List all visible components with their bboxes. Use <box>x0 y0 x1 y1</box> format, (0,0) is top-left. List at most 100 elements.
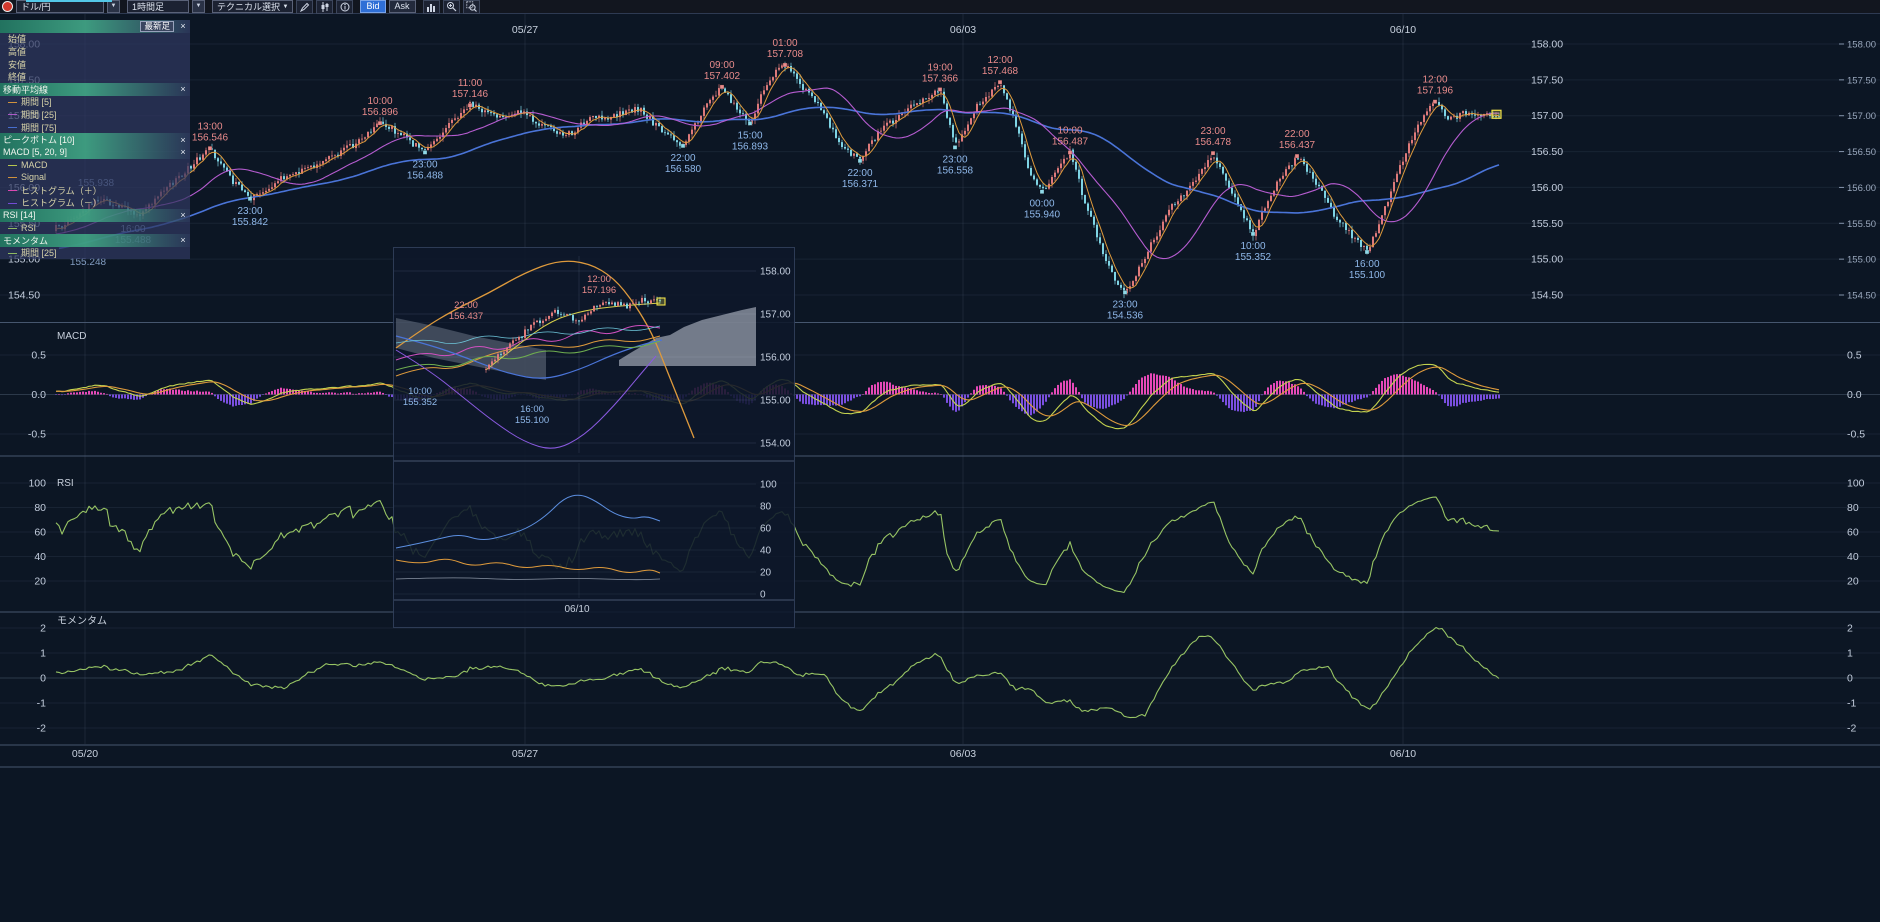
zoom-in-button[interactable] <box>442 0 460 14</box>
svg-text:-0.5: -0.5 <box>1847 429 1865 441</box>
legend-rsi-header[interactable]: RSI [14] × <box>0 208 190 222</box>
close-icon[interactable]: × <box>180 210 186 221</box>
svg-text:156.478: 156.478 <box>1195 137 1232 148</box>
svg-text:20: 20 <box>1847 576 1859 588</box>
svg-text:-0.5: -0.5 <box>28 429 46 441</box>
legend-moving-average-header[interactable]: 移動平均線 × <box>0 82 190 96</box>
svg-text:16:00: 16:00 <box>1354 259 1379 270</box>
line-swatch: — <box>8 222 17 233</box>
main-chart-panel[interactable] <box>0 14 1880 322</box>
bid-button[interactable]: Bid <box>360 0 386 13</box>
line-swatch: — <box>8 159 17 170</box>
svg-text:10:00: 10:00 <box>367 96 392 107</box>
svg-text:05/27: 05/27 <box>512 748 538 760</box>
macd-panel[interactable] <box>0 324 1880 455</box>
legend-momentum-period-25[interactable]: — 期間 [25] <box>0 247 190 260</box>
latest-candle-button[interactable]: 最新足 <box>140 20 174 32</box>
legend-peak-bottom-header[interactable]: ピークボトム [10] × <box>0 133 190 146</box>
svg-text:0.5: 0.5 <box>1847 350 1862 362</box>
legend-ma-period-25[interactable]: — 期間 [25] <box>0 108 190 121</box>
svg-text:60: 60 <box>760 524 772 535</box>
svg-text:156.371: 156.371 <box>842 179 879 190</box>
svg-text:0: 0 <box>1847 673 1853 685</box>
legend-histogram-plus[interactable]: — ヒストグラム（＋） <box>0 184 190 197</box>
svg-text:154.50: 154.50 <box>1531 290 1563 302</box>
pair-select-value: ドル/円 <box>21 1 51 12</box>
legend-momentum-header[interactable]: モメンタム × <box>0 234 190 247</box>
momentum-panel[interactable] <box>0 613 1880 744</box>
zoom-area-button[interactable] <box>462 0 480 14</box>
svg-text:155.50: 155.50 <box>1531 218 1563 230</box>
info-button[interactable] <box>336 0 354 14</box>
zoom-in-icon <box>446 2 456 12</box>
svg-text:22:00: 22:00 <box>1284 129 1309 140</box>
svg-text:13:00: 13:00 <box>197 121 222 132</box>
legend-high-price[interactable]: 高値 <box>0 45 190 58</box>
date-axis[interactable] <box>0 745 1880 767</box>
line-swatch: — <box>8 247 17 258</box>
draw-pencil-button[interactable] <box>296 0 314 14</box>
legend-signal-line[interactable]: — Signal <box>0 171 190 184</box>
active-window-strip <box>26 0 112 2</box>
legend-item-label: ヒストグラム（＋） <box>21 185 102 196</box>
svg-text:154.50: 154.50 <box>1847 291 1876 302</box>
chevron-down-icon[interactable]: ▼ <box>192 0 205 13</box>
svg-text:156.50: 156.50 <box>1531 146 1563 158</box>
indicator-band <box>396 318 546 380</box>
svg-text:60: 60 <box>1847 527 1859 539</box>
close-icon[interactable]: × <box>180 84 186 95</box>
svg-text:05/27: 05/27 <box>512 24 538 36</box>
svg-text:22:00: 22:00 <box>670 153 695 164</box>
chart-list-button[interactable] <box>422 0 440 14</box>
legend-candle-settings-header[interactable]: 最新足 × <box>0 20 190 33</box>
legend-item-label: 期間 [25] <box>21 109 57 120</box>
svg-text:100: 100 <box>1847 478 1865 490</box>
legend-ma-period-5[interactable]: — 期間 [5] <box>0 96 190 109</box>
timeframe-select[interactable]: 1時間足 <box>127 0 189 13</box>
svg-text:23:00: 23:00 <box>412 159 437 170</box>
legend-macd-header[interactable]: MACD [5, 20, 9] × <box>0 145 190 159</box>
chevron-down-icon[interactable]: ▼ <box>107 0 120 13</box>
legend-header-label: モメンタム <box>3 235 49 246</box>
technical-select-button[interactable]: テクニカル選択 ▼ <box>212 0 294 13</box>
legend-item-label: 期間 [5] <box>21 97 52 108</box>
svg-text:157.50: 157.50 <box>1531 74 1563 86</box>
svg-text:100: 100 <box>760 480 777 491</box>
floating-chart-window[interactable]: 158.00 157.00 156.00 155.00 154.00 100 80 60 40 2… <box>359 247 795 628</box>
legend-open-price[interactable]: 始値 <box>0 33 190 46</box>
svg-text:156.580: 156.580 <box>665 164 702 175</box>
close-icon[interactable]: × <box>180 235 186 246</box>
svg-text:10:00: 10:00 <box>1240 241 1265 252</box>
legend-low-price[interactable]: 安値 <box>0 58 190 71</box>
legend-rsi-line[interactable]: — RSI <box>0 222 190 235</box>
svg-text:156.488: 156.488 <box>407 170 444 181</box>
ask-button[interactable]: Ask <box>388 0 416 13</box>
svg-text:40: 40 <box>1847 551 1859 563</box>
rsi-panel[interactable] <box>0 457 1880 611</box>
svg-text:20: 20 <box>34 576 46 588</box>
moving-average-lines <box>55 66 1500 289</box>
svg-text:157.402: 157.402 <box>704 71 741 82</box>
svg-text:158.00: 158.00 <box>1531 39 1563 51</box>
svg-text:23:00: 23:00 <box>1200 126 1225 137</box>
svg-text:20: 20 <box>760 568 772 579</box>
legend-ma-period-75[interactable]: — 期間 [75] <box>0 121 190 134</box>
legend-macd-line[interactable]: — MACD <box>0 159 190 172</box>
close-icon[interactable]: × <box>180 147 186 158</box>
svg-text:80: 80 <box>34 502 46 514</box>
svg-text:100: 100 <box>28 478 46 490</box>
svg-text:156.50: 156.50 <box>1847 147 1876 158</box>
svg-text:-2: -2 <box>37 723 46 735</box>
legend-histogram-minus[interactable]: — ヒストグラム（－） <box>0 196 190 209</box>
svg-text:06/10: 06/10 <box>564 604 589 615</box>
close-icon[interactable]: × <box>180 134 186 145</box>
svg-text:156.437: 156.437 <box>1279 140 1316 151</box>
svg-text:155.00: 155.00 <box>1847 255 1876 266</box>
chart-type-button[interactable] <box>316 0 334 14</box>
svg-text:1: 1 <box>1847 648 1853 660</box>
close-icon[interactable]: × <box>180 21 186 32</box>
svg-text:60: 60 <box>34 527 46 539</box>
svg-text:155.248: 155.248 <box>70 257 107 268</box>
legend-close-price[interactable]: 終値 <box>0 70 190 83</box>
